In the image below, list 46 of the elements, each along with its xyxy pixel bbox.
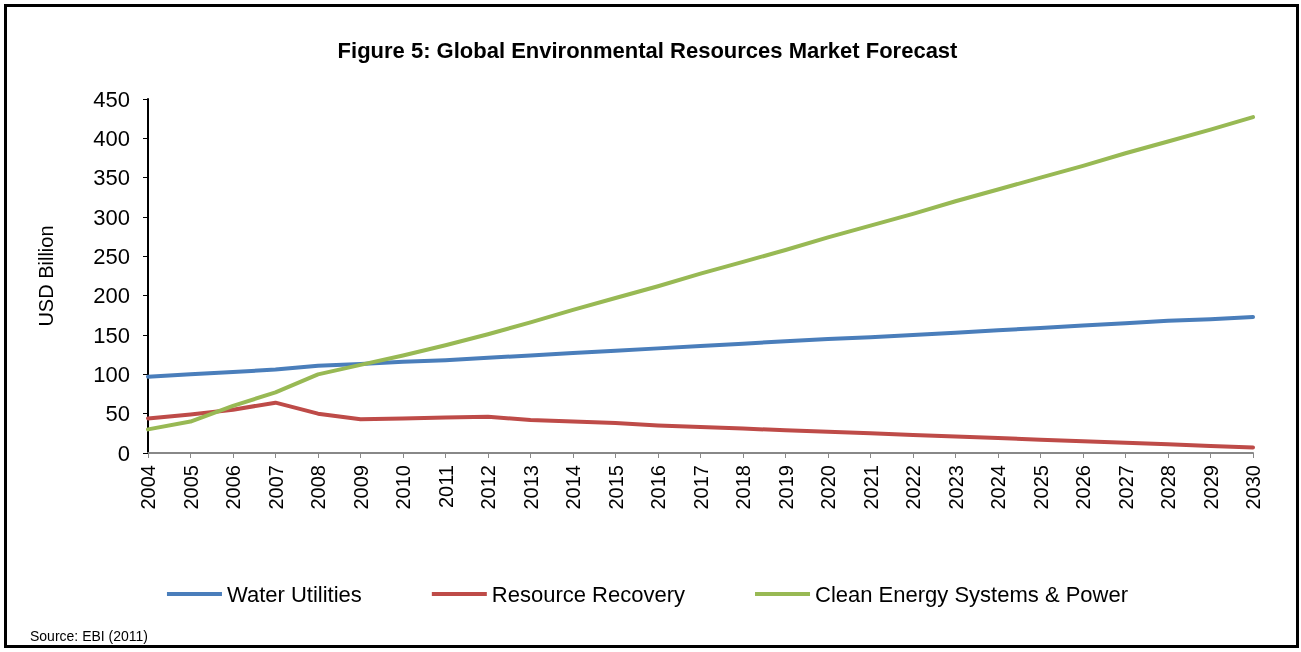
x-tick-label: 2025 bbox=[1029, 465, 1052, 510]
x-tick-label: 2015 bbox=[604, 465, 627, 510]
x-tick-label: 2011 bbox=[434, 465, 457, 509]
x-tick-label: 2005 bbox=[179, 465, 202, 510]
line-series bbox=[146, 314, 1255, 379]
y-tick-label: 450 bbox=[93, 86, 130, 112]
line-series bbox=[146, 400, 1255, 450]
x-tick-label: 2027 bbox=[1114, 465, 1137, 510]
x-tick-label: 2016 bbox=[647, 465, 669, 510]
x-tick-label: 2014 bbox=[562, 465, 584, 510]
chart-title: Figure 5: Global Environmental Resources Market Forecast bbox=[337, 37, 959, 63]
x-tick-label: 2028 bbox=[1157, 465, 1179, 510]
y-tick-label: 400 bbox=[93, 125, 130, 151]
x-tick-label: 2026 bbox=[1072, 465, 1094, 510]
x-tick-label: 2012 bbox=[477, 465, 499, 510]
legend-label: Water Utilities bbox=[226, 581, 362, 607]
x-tick-label: 2030 bbox=[1242, 465, 1264, 510]
x-tick-label: 2004 bbox=[137, 465, 159, 510]
x-tick-label: 2022 bbox=[902, 465, 924, 510]
x-tick-label: 2008 bbox=[307, 465, 329, 510]
line-series bbox=[146, 115, 1255, 432]
x-tick-label: 2029 bbox=[1199, 465, 1222, 510]
y-tick-label: 350 bbox=[93, 165, 130, 191]
x-tick-label: 2006 bbox=[222, 465, 244, 510]
y-tick-label: 100 bbox=[93, 361, 130, 387]
source-note: Source: EBI (2011) bbox=[30, 628, 149, 644]
legend-label: Clean Energy Systems & Power bbox=[815, 581, 1129, 607]
y-axis-title: USD Billion bbox=[35, 225, 57, 327]
y-tick-label: 150 bbox=[93, 322, 130, 348]
x-tick-label: 2019 bbox=[774, 465, 797, 510]
x-tick-label: 2023 bbox=[944, 465, 967, 510]
x-tick-label: 2018 bbox=[732, 465, 754, 510]
x-tick-label: 2010 bbox=[392, 465, 414, 510]
y-tick-label: 50 bbox=[105, 401, 130, 427]
x-tick-label: 2021 bbox=[859, 465, 882, 510]
y-tick-label: 250 bbox=[93, 243, 130, 269]
y-tick-label: 0 bbox=[117, 440, 130, 466]
x-tick-label: 2013 bbox=[519, 465, 542, 510]
x-tick-label: 2020 bbox=[817, 465, 839, 510]
y-tick-label: 200 bbox=[93, 283, 130, 309]
x-tick-label: 2007 bbox=[264, 465, 287, 510]
x-tick-label: 2009 bbox=[349, 465, 372, 510]
y-tick-label: 300 bbox=[93, 204, 130, 230]
x-tick-label: 2017 bbox=[689, 465, 712, 510]
legend-label: Resource Recovery bbox=[491, 581, 686, 607]
x-tick-label: 2024 bbox=[987, 465, 1009, 510]
